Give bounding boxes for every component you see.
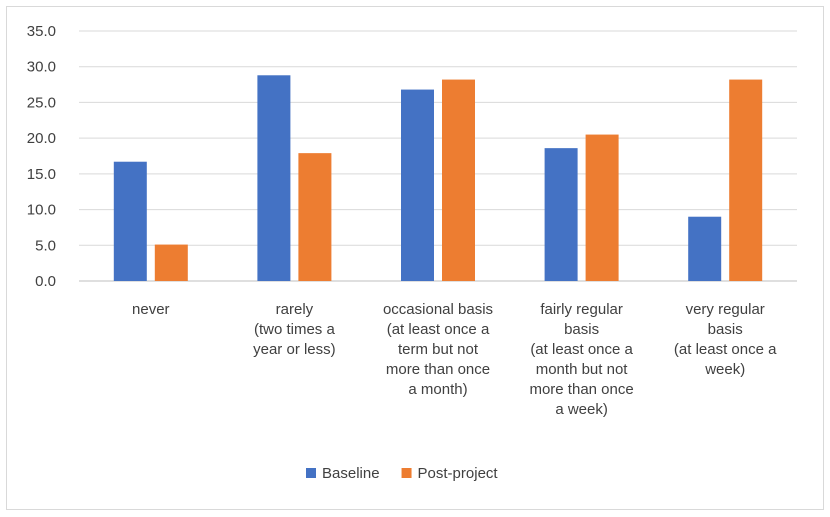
category-label: a week) bbox=[555, 401, 608, 418]
bar-baseline bbox=[113, 161, 147, 281]
bar-baseline bbox=[688, 216, 722, 281]
y-tick-label: 30.0 bbox=[27, 59, 56, 76]
legend-label-baseline: Baseline bbox=[322, 465, 380, 482]
category-label: (at least once a bbox=[674, 341, 777, 358]
y-tick-label: 20.0 bbox=[27, 130, 56, 147]
y-tick-label: 5.0 bbox=[35, 237, 56, 254]
category-label: more than once bbox=[529, 381, 633, 398]
bar-post-project bbox=[729, 79, 763, 281]
legend-label-post-project: Post-project bbox=[418, 465, 499, 482]
category-label: (at least once a bbox=[530, 341, 633, 358]
category-label: rarely bbox=[276, 301, 314, 318]
bar-post-project bbox=[298, 153, 332, 281]
legend-swatch-baseline bbox=[306, 468, 316, 478]
bar-post-project bbox=[442, 79, 475, 281]
y-tick-label: 25.0 bbox=[27, 94, 56, 111]
bar-post-project bbox=[585, 134, 619, 281]
category-label: year or less) bbox=[253, 341, 336, 358]
bar-baseline bbox=[257, 75, 291, 282]
bar-baseline bbox=[401, 89, 434, 281]
category-label: never bbox=[132, 301, 170, 318]
bar-post-project bbox=[154, 244, 188, 281]
category-label: (two times a bbox=[254, 321, 336, 338]
category-label: basis bbox=[564, 321, 599, 338]
y-tick-label: 35.0 bbox=[27, 23, 56, 40]
category-label: fairly regular bbox=[540, 301, 623, 318]
category-label: month but not bbox=[536, 361, 629, 378]
category-label: basis bbox=[708, 321, 743, 338]
y-tick-label: 0.0 bbox=[35, 273, 56, 290]
category-label: occasional basis bbox=[383, 301, 493, 318]
category-label: a month) bbox=[408, 381, 467, 398]
category-label: very regular bbox=[686, 301, 765, 318]
bar-baseline bbox=[544, 148, 578, 281]
category-label: (at least once a bbox=[387, 321, 490, 338]
category-label: more than once bbox=[386, 361, 490, 378]
category-label: term but not bbox=[398, 341, 479, 358]
y-tick-label: 15.0 bbox=[27, 166, 56, 183]
legend-swatch-post-project bbox=[401, 468, 412, 478]
y-tick-label: 10.0 bbox=[27, 202, 56, 219]
category-label: week) bbox=[704, 361, 745, 378]
